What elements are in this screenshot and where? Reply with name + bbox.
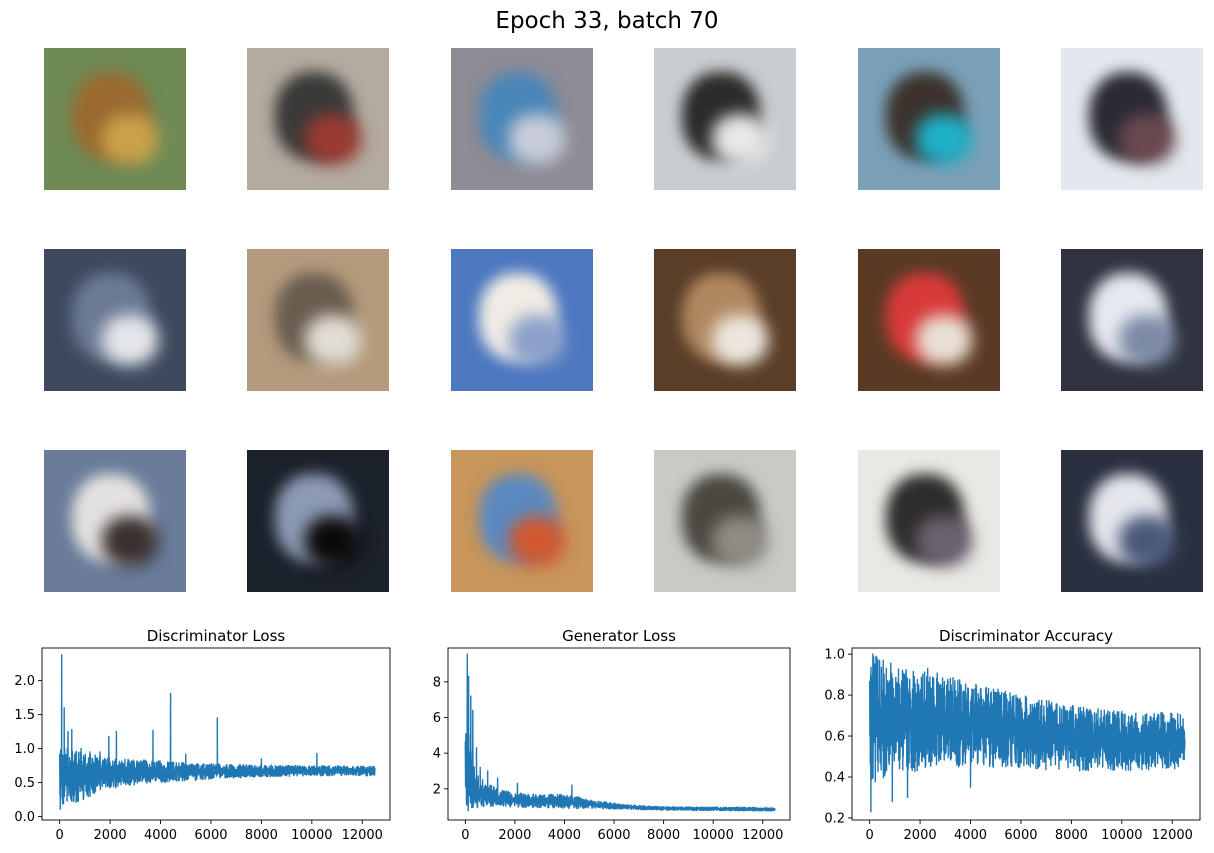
chart-discriminator-accuracy: 0 2000 4000 6000 8000 10000 12000 0.2 0.4 0.6 0.8 1… xyxy=(824,647,1201,843)
series-line xyxy=(869,653,1186,813)
x-tick-label: 12000 xyxy=(742,828,783,843)
generated-sample-image xyxy=(247,249,389,391)
generated-sample-image xyxy=(247,48,389,190)
generated-sample-image xyxy=(654,48,796,190)
x-tick-label: 8000 xyxy=(245,828,278,843)
x-tick-label: 10000 xyxy=(692,828,733,843)
y-tick-label: 1.5 xyxy=(14,708,35,723)
generated-sample-image xyxy=(44,48,186,190)
generated-sample-image xyxy=(858,450,1000,592)
y-tick-label: 2.0 xyxy=(14,674,35,689)
generated-sample-image xyxy=(44,249,186,391)
y-tick-label: 0.2 xyxy=(824,811,845,826)
y-tick-label: 1.0 xyxy=(14,742,35,757)
x-tick-label: 6000 xyxy=(1004,828,1037,843)
x-tick-label: 12000 xyxy=(342,828,383,843)
generated-sample-image xyxy=(654,249,796,391)
y-tick-label: 0.0 xyxy=(14,810,35,825)
x-tick-label: 10000 xyxy=(291,828,332,843)
chart-title-discriminator-loss: Discriminator Loss xyxy=(146,627,286,645)
x-tick-label: 6000 xyxy=(597,828,630,843)
chart-discriminator-loss: 0 2000 4000 6000 8000 10000 12000 0.0 0.5 1.0 1.5 2… xyxy=(14,647,391,843)
generated-sample-image xyxy=(858,249,1000,391)
y-tick-label: 0.6 xyxy=(824,730,845,745)
generated-sample-image xyxy=(451,450,593,592)
x-tick-label: 4000 xyxy=(548,828,581,843)
x-tick-label: 2000 xyxy=(498,828,531,843)
y-tick-label: 0.8 xyxy=(824,689,845,704)
generated-sample-image xyxy=(451,48,593,190)
x-tick-label: 0 xyxy=(461,828,469,843)
y-tick-label: 1.0 xyxy=(824,648,845,663)
generated-sample-image xyxy=(451,249,593,391)
axes-frame xyxy=(41,647,391,821)
axes-frame xyxy=(447,647,791,821)
x-tick-label: 8000 xyxy=(1055,828,1088,843)
y-tick-label: 6 xyxy=(433,711,441,726)
x-tick-label: 2000 xyxy=(94,828,127,843)
x-tick-label: 8000 xyxy=(647,828,680,843)
generated-sample-image xyxy=(1061,249,1203,391)
chart-title-generator-loss: Generator Loss xyxy=(562,627,676,645)
generated-sample-image xyxy=(654,450,796,592)
series-line xyxy=(59,654,376,810)
chart-generator-loss: 0 2000 4000 6000 8000 10000 12000 2 4 6 8 xyxy=(433,647,791,843)
series-line xyxy=(464,653,776,812)
y-tick-label: 4 xyxy=(433,747,441,762)
generated-sample-image xyxy=(858,48,1000,190)
x-tick-label: 10000 xyxy=(1101,828,1142,843)
chart-title-discriminator-accuracy: Discriminator Accuracy xyxy=(938,627,1114,645)
generated-sample-image xyxy=(247,450,389,592)
figure-title: Epoch 33, batch 70 xyxy=(495,8,719,34)
y-tick-label: 0.4 xyxy=(824,771,845,786)
x-tick-label: 12000 xyxy=(1152,828,1193,843)
y-tick-label: 2 xyxy=(433,782,441,797)
x-tick-label: 0 xyxy=(56,828,64,843)
x-tick-label: 2000 xyxy=(904,828,937,843)
x-tick-label: 4000 xyxy=(144,828,177,843)
y-tick-label: 0.5 xyxy=(14,776,35,791)
generated-sample-image xyxy=(1061,450,1203,592)
generated-sample-image xyxy=(44,450,186,592)
generated-sample-image xyxy=(1061,48,1203,190)
y-tick-label: 8 xyxy=(433,675,441,690)
x-tick-label: 4000 xyxy=(954,828,987,843)
x-tick-label: 0 xyxy=(866,828,874,843)
axes-frame xyxy=(851,647,1201,821)
x-tick-label: 6000 xyxy=(194,828,227,843)
